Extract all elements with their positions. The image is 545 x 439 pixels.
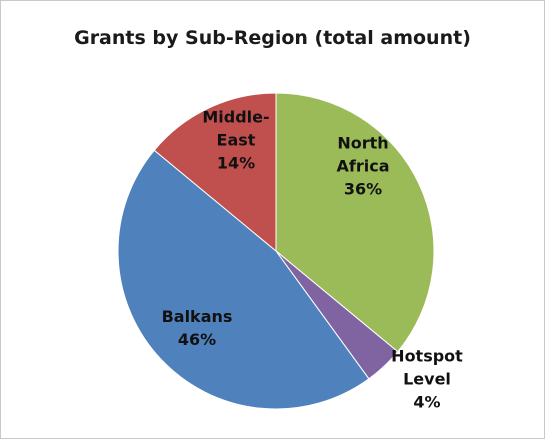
slice-name-label: Africa — [337, 157, 390, 176]
chart-title: Grants by Sub-Region (total amount) — [74, 27, 471, 49]
slice-name-label: Level — [403, 370, 451, 389]
slice-name-label: Middle- — [202, 108, 269, 127]
slice-value-label: 4% — [413, 393, 440, 412]
pie-slice-balkans — [117, 149, 370, 410]
slice-name-label: Hotspot — [391, 347, 463, 366]
slice-label-3: Middle- East 14% — [202, 108, 269, 173]
pie-slice-middle-east — [153, 92, 277, 253]
slice-name-label: North — [337, 134, 388, 153]
pie-slice-north-africa — [275, 92, 435, 353]
slice-name-label: Balkans — [162, 307, 233, 326]
slice-value-label: 36% — [344, 180, 382, 199]
slice-label-1: Hotspot Level 4% — [391, 347, 463, 412]
slice-name-label: East — [217, 131, 256, 150]
slice-value-label: 14% — [217, 154, 255, 173]
slice-label-2: Balkans 46% — [162, 307, 233, 349]
slice-value-label: 46% — [178, 330, 216, 349]
slice-label-0: North Africa 36% — [337, 134, 390, 199]
